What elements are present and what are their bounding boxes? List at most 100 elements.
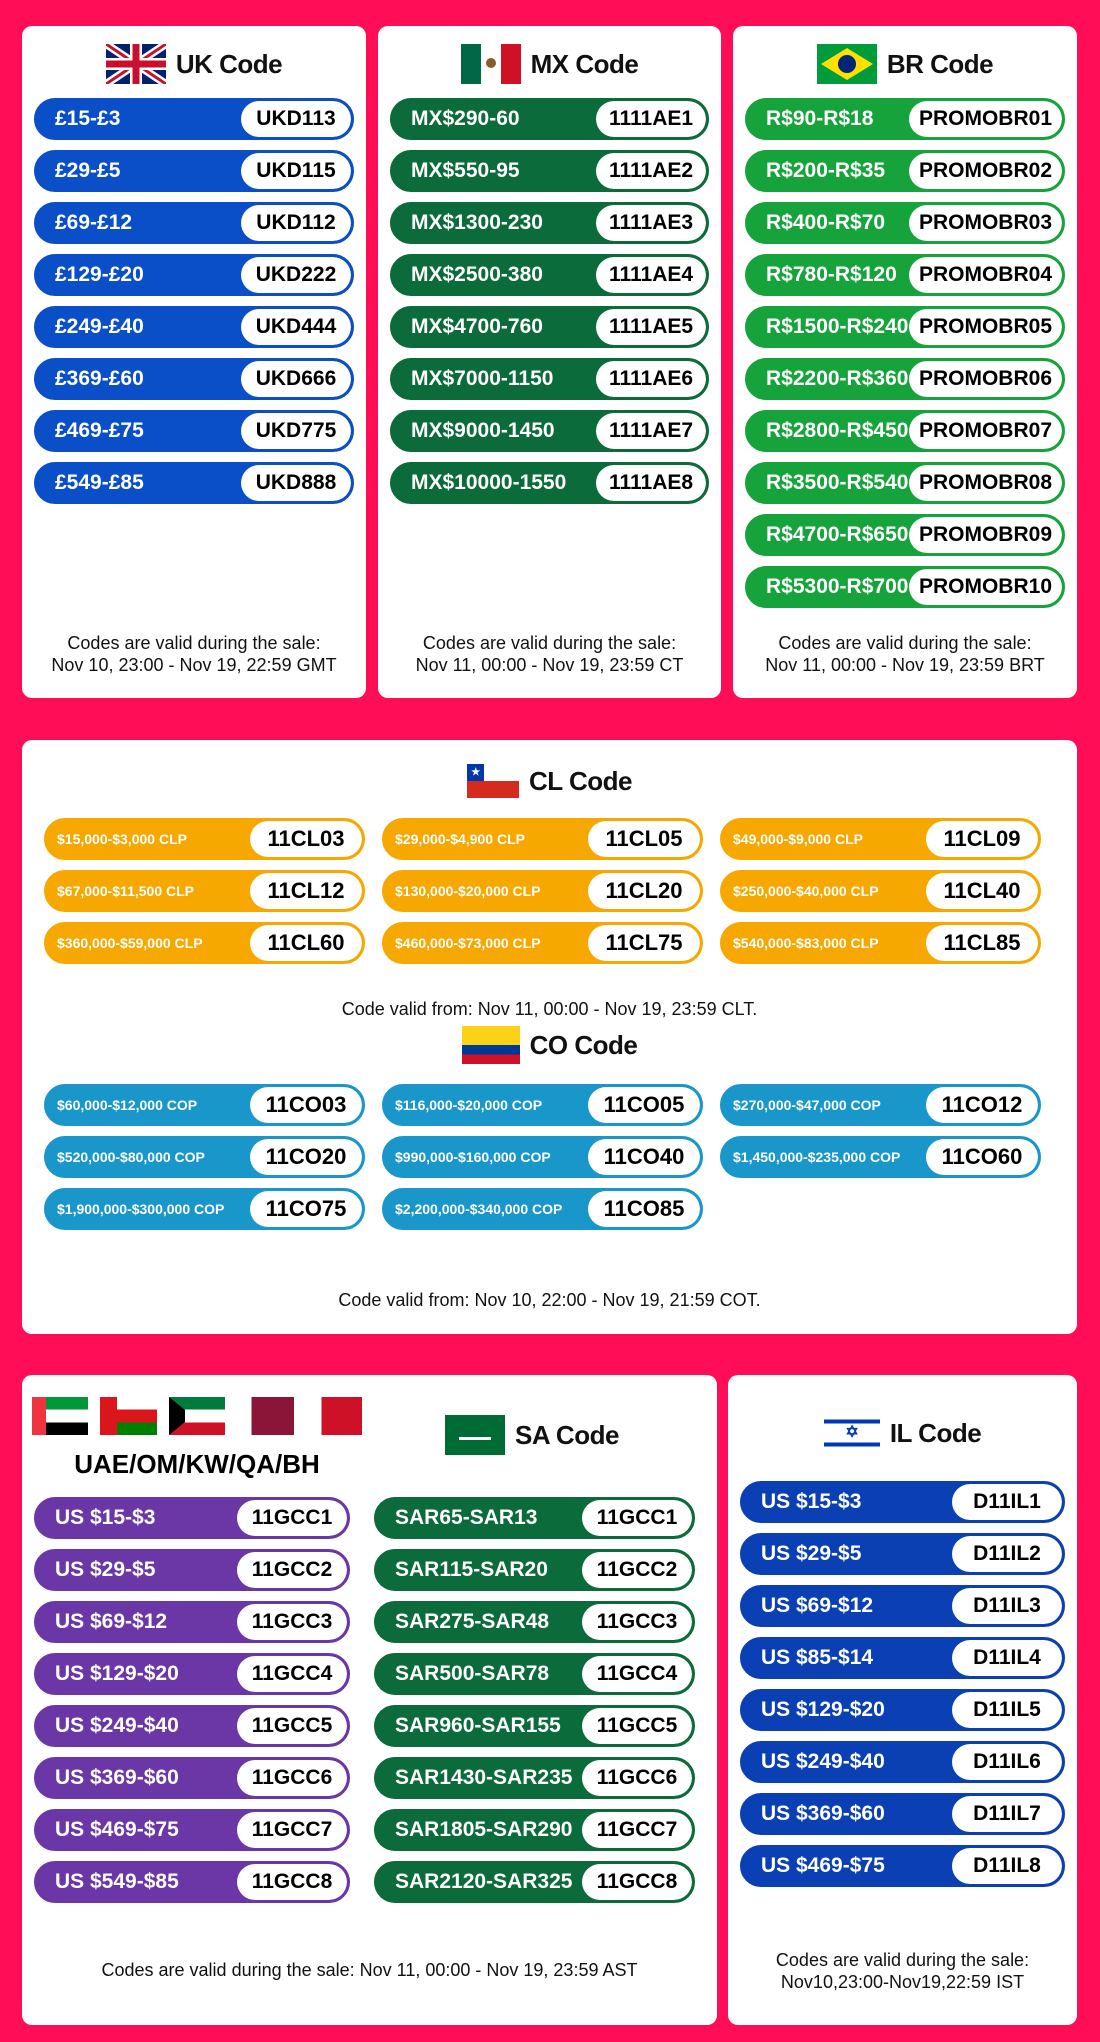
promo-code[interactable]: PROMOBR07 (908, 413, 1062, 449)
il-coupon-row: US $249-$40 D11IL6 (740, 1741, 1065, 1783)
co-coupon-row: $2,200,000-$340,000 COP 11CO85 (382, 1188, 703, 1230)
promo-code[interactable]: 11GCC1 (582, 1500, 692, 1536)
promo-code[interactable]: D11IL8 (952, 1848, 1062, 1884)
promo-code[interactable]: D11IL3 (952, 1588, 1062, 1624)
promo-code[interactable]: 11CO03 (250, 1087, 362, 1123)
promo-code[interactable]: PROMOBR05 (908, 309, 1062, 345)
discount-amount: R$2800-R$450 (766, 419, 909, 442)
co-coupon-row: $116,000-$20,000 COP 11CO05 (382, 1084, 703, 1126)
promo-code[interactable]: UKD115 (241, 153, 351, 189)
discount-amount: US $549-$85 (55, 1870, 179, 1893)
promo-code[interactable]: UKD112 (241, 205, 351, 241)
promo-code[interactable]: D11IL7 (952, 1796, 1062, 1832)
kuwait-flag-icon (168, 1397, 226, 1435)
cl-coupon-row: $250,000-$40,000 CLP 11CL40 (720, 870, 1041, 912)
discount-amount: MX$7000-1150 (411, 367, 554, 390)
promo-code[interactable]: PROMOBR03 (908, 205, 1062, 241)
promo-code[interactable]: UKD775 (241, 413, 351, 449)
gcc-coupon-row: US $469-$75 11GCC7 (34, 1809, 350, 1851)
promo-code[interactable]: 11CL03 (250, 821, 362, 857)
promo-code[interactable]: UKD444 (241, 309, 351, 345)
discount-amount: $49,000-$9,000 CLP (733, 831, 863, 847)
promo-code[interactable]: 11CL20 (588, 873, 700, 909)
promo-code[interactable]: 1111AE7 (596, 413, 706, 449)
promo-code[interactable]: 11GCC8 (237, 1864, 347, 1900)
promo-code[interactable]: 11CL05 (588, 821, 700, 857)
promo-code[interactable]: 11CO20 (250, 1139, 362, 1175)
promo-code[interactable]: 11GCC7 (237, 1812, 347, 1848)
promo-code[interactable]: 11GCC2 (582, 1552, 692, 1588)
promo-code[interactable]: 1111AE1 (596, 101, 706, 137)
promo-code[interactable]: PROMOBR10 (908, 569, 1062, 605)
promo-code[interactable]: 11GCC5 (582, 1708, 692, 1744)
promo-code[interactable]: 11GCC8 (582, 1864, 692, 1900)
promo-code[interactable]: 11CL75 (588, 925, 700, 961)
promo-code[interactable]: PROMOBR08 (908, 465, 1062, 501)
promo-code[interactable]: 11CL09 (926, 821, 1038, 857)
promo-code[interactable]: PROMOBR02 (908, 153, 1062, 189)
promo-code[interactable]: 11CL12 (250, 873, 362, 909)
discount-amount: $540,000-$83,000 CLP (733, 935, 879, 951)
discount-amount: SAR500-SAR78 (395, 1662, 550, 1685)
discount-amount: US $29-$5 (55, 1558, 156, 1581)
mexico-flag-icon (460, 44, 521, 84)
discount-amount: $60,000-$12,000 COP (57, 1097, 198, 1113)
promo-code[interactable]: 11CO40 (588, 1139, 700, 1175)
promo-code[interactable]: PROMOBR01 (908, 101, 1062, 137)
promo-code[interactable]: 11CO05 (588, 1087, 700, 1123)
promo-code[interactable]: D11IL1 (952, 1484, 1062, 1520)
promo-code[interactable]: 11CL40 (926, 873, 1038, 909)
promo-code[interactable]: 11GCC4 (582, 1656, 692, 1692)
discount-amount: £549-£85 (55, 471, 144, 494)
promo-code[interactable]: 11GCC6 (582, 1760, 692, 1796)
promo-code[interactable]: D11IL4 (952, 1640, 1062, 1676)
mx-coupon-row: MX$4700-760 1111AE5 (390, 306, 709, 348)
promo-code[interactable]: UKD666 (241, 361, 351, 397)
uk-flag-icon (105, 44, 166, 84)
mx-coupon-row: MX$550-95 1111AE2 (390, 150, 709, 192)
cl-validity: Code valid from: Nov 11, 00:00 - Nov 19,… (341, 999, 758, 1019)
promo-code[interactable]: UKD113 (241, 101, 351, 137)
promo-code[interactable]: 1111AE8 (596, 465, 706, 501)
promo-code[interactable]: 1111AE2 (596, 153, 706, 189)
co-validity: Code valid from: Nov 10, 22:00 - Nov 19,… (338, 1290, 761, 1310)
cl-coupon-row: $360,000-$59,000 CLP 11CL60 (44, 922, 365, 964)
br-header: BR Code (733, 44, 1077, 84)
promo-code[interactable]: 1111AE4 (596, 257, 706, 293)
promo-code[interactable]: 11CO75 (250, 1191, 362, 1227)
promo-code[interactable]: 11GCC4 (237, 1656, 347, 1692)
promo-code[interactable]: 11CO60 (926, 1139, 1038, 1175)
promo-code[interactable]: PROMOBR09 (908, 517, 1062, 553)
promo-code[interactable]: 11CL60 (250, 925, 362, 961)
promo-code[interactable]: 11GCC5 (237, 1708, 347, 1744)
promo-code[interactable]: 11GCC3 (237, 1604, 347, 1640)
promo-code[interactable]: 11GCC6 (237, 1760, 347, 1796)
discount-amount: SAR960-SAR155 (395, 1714, 561, 1737)
gcc-coupon-row: US $69-$12 11GCC3 (34, 1601, 350, 1643)
promo-code[interactable]: 1111AE6 (596, 361, 706, 397)
promo-code[interactable]: UKD222 (241, 257, 351, 293)
promo-code[interactable]: D11IL6 (952, 1744, 1062, 1780)
promo-code[interactable]: PROMOBR06 (908, 361, 1062, 397)
promo-code[interactable]: D11IL2 (952, 1536, 1062, 1572)
promo-code[interactable]: 1111AE3 (596, 205, 706, 241)
promo-code[interactable]: 11GCC7 (582, 1812, 692, 1848)
promo-code[interactable]: 11CO85 (588, 1191, 700, 1227)
discount-amount: US $69-$12 (55, 1610, 168, 1633)
promo-code[interactable]: 1111AE5 (596, 309, 706, 345)
promo-code[interactable]: 11GCC3 (582, 1604, 692, 1640)
promo-code[interactable]: 11CO12 (926, 1087, 1038, 1123)
promo-code[interactable]: UKD888 (241, 465, 351, 501)
promo-code[interactable]: 11GCC1 (237, 1500, 347, 1536)
promo-code[interactable]: PROMOBR04 (908, 257, 1062, 293)
promo-code[interactable]: D11IL5 (952, 1692, 1062, 1728)
discount-amount: R$90-R$18 (766, 107, 874, 130)
discount-amount: $460,000-$73,000 CLP (395, 935, 541, 951)
br-coupon-row: R$5300-R$700 PROMOBR10 (745, 566, 1065, 608)
discount-amount: US $369-$60 (55, 1766, 179, 1789)
discount-amount: $360,000-$59,000 CLP (57, 935, 203, 951)
chile-flag-icon: ★ (467, 764, 520, 798)
promo-code[interactable]: 11CL85 (926, 925, 1038, 961)
promo-code[interactable]: 11GCC2 (237, 1552, 347, 1588)
gcc-coupon-row: US $15-$3 11GCC1 (34, 1497, 350, 1539)
